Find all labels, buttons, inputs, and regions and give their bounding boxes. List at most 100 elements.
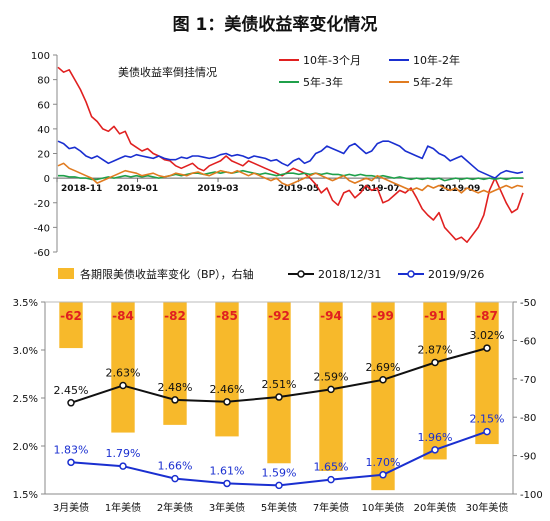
bar bbox=[59, 302, 83, 349]
legend-line-label: 2019/9/26 bbox=[428, 268, 484, 281]
series-line-2 bbox=[58, 169, 523, 182]
chart1-legend: 10年-3个月 10年-2年 5年-3年 5年-2年 bbox=[279, 53, 460, 89]
yield-point bbox=[327, 475, 335, 484]
y-tick-label: 80 bbox=[37, 76, 50, 87]
x-tick-label: 2019-01 bbox=[117, 184, 158, 194]
yield-value-label: 2.69% bbox=[366, 361, 401, 374]
right-tick-label: -70 bbox=[520, 375, 536, 386]
bar bbox=[423, 302, 447, 460]
category-label: 20年美债 bbox=[414, 501, 457, 514]
category-label: 1年美债 bbox=[105, 501, 141, 514]
legend-marker bbox=[297, 270, 305, 278]
y-tick-label: -40 bbox=[34, 223, 50, 234]
bar-value-label: -87 bbox=[476, 309, 498, 323]
y-tick-label: -60 bbox=[34, 248, 50, 259]
bar-value-label: -91 bbox=[424, 309, 446, 323]
yield-point bbox=[223, 398, 231, 406]
bar bbox=[475, 302, 499, 445]
right-tick-label: -100 bbox=[520, 490, 543, 501]
yield-change-chart: 各期限美债收益率变化（BP），右轴 2018/12/31 2019/9/26 -62… bbox=[13, 267, 543, 514]
y-tick-label: 40 bbox=[37, 125, 50, 136]
category-label: 3月美债 bbox=[53, 501, 89, 514]
yield-point bbox=[67, 399, 75, 407]
bar bbox=[267, 302, 291, 464]
yield-point bbox=[275, 393, 283, 401]
legend-label: 10年-2年 bbox=[413, 53, 460, 67]
legend-label: 10年-3个月 bbox=[303, 53, 361, 67]
yield-value-label: 1.96% bbox=[418, 431, 453, 444]
category-label: 7年美债 bbox=[313, 501, 349, 514]
yield-point bbox=[119, 462, 127, 470]
yield-point bbox=[431, 358, 439, 367]
y-tick-label: 0 bbox=[44, 174, 50, 185]
category-label: 3年美债 bbox=[209, 501, 245, 514]
category-label: 30年美债 bbox=[466, 501, 509, 514]
yield-point bbox=[431, 446, 439, 454]
chart1-axes: 100 80 60 40 20 0 -20 -40 -60 2018-11 2019-01 2019-… bbox=[31, 51, 524, 259]
legend-marker bbox=[407, 270, 415, 278]
legend-label: 5年-2年 bbox=[413, 75, 453, 89]
yield-value-label: 1.79% bbox=[106, 447, 141, 460]
left-tick-label: 2.0% bbox=[13, 442, 38, 453]
yield-value-label: 1.83% bbox=[54, 443, 89, 456]
x-tick-label: 2019-07 bbox=[358, 184, 399, 194]
x-tick-label: 2019-03 bbox=[197, 184, 238, 194]
left-tick-label: 2.5% bbox=[13, 394, 38, 405]
bar-value-label: -62 bbox=[60, 309, 82, 323]
left-tick-label: 3.0% bbox=[13, 346, 38, 357]
yield-point bbox=[379, 471, 387, 479]
y-tick-label: -20 bbox=[34, 199, 50, 210]
x-tick-label: 2019-09 bbox=[439, 184, 480, 194]
yield-value-label: 2.48% bbox=[158, 381, 193, 394]
right-tick-label: -90 bbox=[520, 452, 536, 463]
y-tick-label: 20 bbox=[37, 150, 50, 161]
y-tick-label: 100 bbox=[31, 51, 50, 62]
yield-point bbox=[275, 481, 283, 490]
chart-annotation: 美债收益率倒挂情况 bbox=[118, 65, 217, 79]
yield-point bbox=[171, 474, 179, 483]
yield-value-label: 2.15% bbox=[470, 413, 505, 426]
left-tick-label: 3.5% bbox=[13, 298, 38, 309]
yield-value-label: 3.02% bbox=[470, 329, 505, 342]
yield-value-label: 2.87% bbox=[418, 343, 453, 356]
chart2-legend: 各期限美债收益率变化（BP），右轴 2018/12/31 2019/9/26 bbox=[58, 267, 484, 281]
inversion-line-chart: 美债收益率倒挂情况 100 80 60 40 20 0 -20 -40 -60 2018-11 20… bbox=[31, 51, 524, 259]
x-tick-label: 2018-11 bbox=[61, 184, 102, 194]
yield-value-label: 2.63% bbox=[106, 367, 141, 380]
yield-value-label: 1.70% bbox=[366, 456, 401, 469]
yield-value-label: 2.51% bbox=[262, 378, 297, 391]
legend-bar-swatch bbox=[58, 268, 74, 279]
yield-point bbox=[223, 479, 231, 488]
yield-point bbox=[327, 385, 335, 394]
yield-point bbox=[379, 376, 387, 384]
yield-point bbox=[483, 344, 491, 352]
category-label: 10年美债 bbox=[362, 501, 405, 514]
series-line-3 bbox=[57, 162, 524, 194]
chart2-axes: 3.5% 3.0% 2.5% 2.0% 1.5% -50 -60 -70 -80 -90 -100 3… bbox=[13, 298, 543, 514]
x-tick-label: 2019-05 bbox=[278, 184, 319, 194]
legend-label: 5年-3年 bbox=[303, 75, 343, 89]
bar bbox=[111, 302, 135, 433]
right-tick-label: -50 bbox=[520, 298, 536, 309]
bar-value-label: -82 bbox=[164, 309, 186, 323]
bar-value-label: -85 bbox=[216, 309, 238, 323]
chart1-series bbox=[57, 66, 524, 243]
category-label: 5年美债 bbox=[261, 501, 297, 514]
yield-point bbox=[119, 381, 127, 390]
left-tick-label: 1.5% bbox=[13, 490, 38, 501]
category-label: 2年美债 bbox=[157, 501, 193, 514]
legend-bar-label: 各期限美债收益率变化（BP），右轴 bbox=[80, 267, 254, 281]
series-line-0 bbox=[57, 66, 524, 243]
bar-value-label: -99 bbox=[372, 309, 394, 323]
figure-title: 图 1：美债收益率变化情况 bbox=[172, 15, 378, 35]
right-tick-label: -80 bbox=[520, 413, 536, 424]
bar bbox=[215, 302, 239, 437]
bar-value-label: -84 bbox=[112, 309, 134, 323]
yield-point bbox=[483, 427, 491, 436]
yield-value-label: 2.46% bbox=[210, 383, 245, 396]
y-tick-label: 60 bbox=[37, 100, 50, 111]
bar-value-label: -92 bbox=[268, 309, 290, 323]
bar bbox=[371, 302, 395, 491]
yield-value-label: 1.59% bbox=[262, 466, 297, 479]
